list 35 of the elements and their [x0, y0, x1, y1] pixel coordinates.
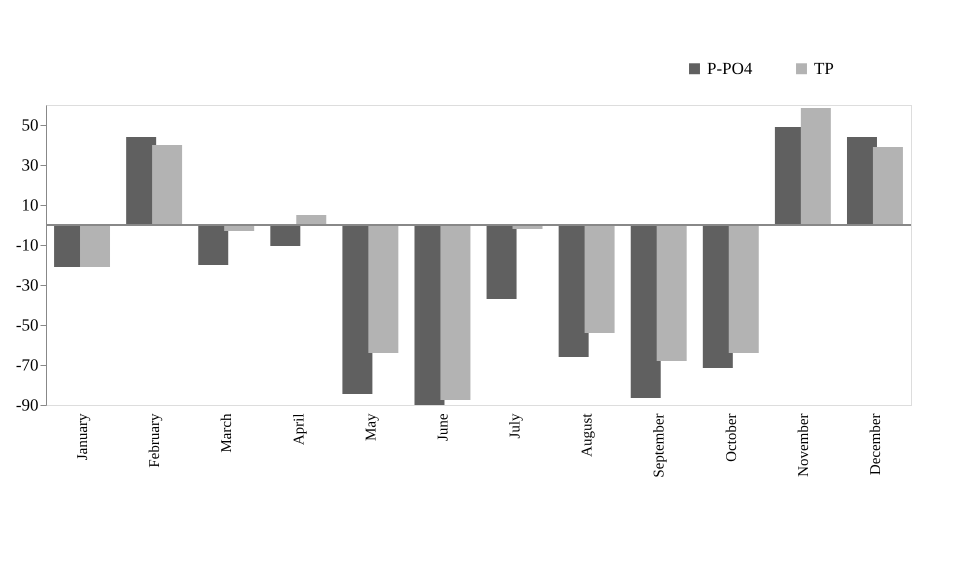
bar [296, 215, 326, 225]
bar [440, 225, 470, 400]
y-tick-label: -10 [16, 236, 38, 254]
y-tick-label: 50 [22, 116, 38, 134]
x-tick-label: October [724, 413, 740, 462]
bar [368, 225, 398, 353]
y-tick-label: 30 [22, 156, 38, 174]
x-tick-label: January [75, 413, 92, 460]
x-tick-label: November [796, 413, 812, 477]
x-tick-label: July [508, 413, 524, 439]
y-tick-label: -70 [16, 356, 38, 374]
bar [152, 145, 182, 225]
x-tick-label: August [580, 412, 596, 457]
bar [656, 225, 687, 361]
bar [872, 147, 903, 225]
x-tick-label: June [435, 413, 452, 441]
x-tick-label: April [291, 414, 308, 446]
x-tick-label: December [868, 414, 884, 476]
legend-label: TP [814, 58, 834, 78]
legend-label: P-PO4 [707, 58, 753, 78]
bar [728, 225, 759, 353]
x-tick-label: September [652, 414, 668, 478]
y-tick-label: -90 [16, 396, 38, 414]
y-tick-label: -50 [16, 316, 38, 334]
y-tick-label: -30 [16, 276, 38, 294]
bar [270, 225, 300, 246]
x-tick-label: May [363, 413, 380, 441]
bar [800, 108, 831, 225]
bar [198, 225, 228, 265]
y-tick-label: 10 [22, 196, 38, 214]
x-tick-label: March [219, 413, 236, 453]
x-tick-label: February [147, 413, 164, 468]
bar [584, 225, 615, 333]
bar [80, 225, 110, 267]
bar [486, 225, 517, 299]
